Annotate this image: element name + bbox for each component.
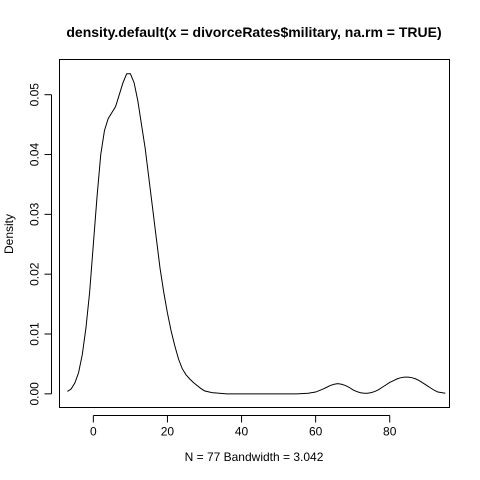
y-tick-label: 0.05 xyxy=(28,83,42,107)
x-tick-label: 80 xyxy=(383,425,397,439)
y-tick-label: 0.00 xyxy=(28,382,42,406)
chart-title: density.default(x = divorceRates$militar… xyxy=(66,24,441,40)
x-tick-label: 20 xyxy=(161,425,175,439)
plot-frame xyxy=(59,59,450,408)
x-tick-label: 40 xyxy=(235,425,249,439)
x-tick-label: 60 xyxy=(309,425,323,439)
y-tick-label: 0.04 xyxy=(28,143,42,167)
x-axis: 0 20 40 60 80 xyxy=(90,415,397,439)
y-tick-label: 0.01 xyxy=(28,322,42,346)
y-tick-label: 0.02 xyxy=(28,262,42,286)
x-axis-label: N = 77 Bandwidth = 3.042 xyxy=(185,450,324,464)
x-tick-label: 0 xyxy=(90,425,97,439)
density-curve xyxy=(67,73,446,395)
y-tick-label: 0.03 xyxy=(28,202,42,226)
y-axis-label: Density xyxy=(2,214,16,254)
y-axis: 0.00 0.01 0.02 0.03 0.04 0.05 xyxy=(28,83,52,406)
